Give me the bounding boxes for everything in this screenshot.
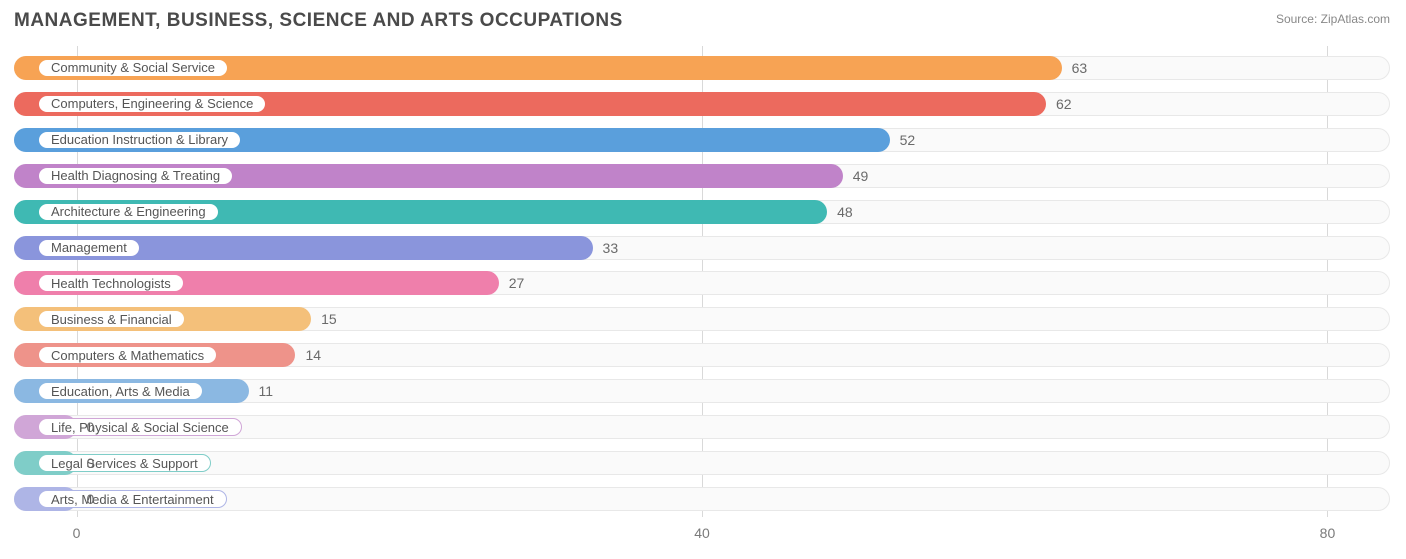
bar-row: Architecture & Engineering 48: [14, 198, 1390, 226]
bar-row: Community & Social Service 63: [14, 54, 1390, 82]
bar-value-label: 0: [87, 454, 95, 472]
bar-label-pill: Management: [38, 239, 140, 257]
bar-value-label: 33: [603, 239, 619, 257]
bar-value-label: 14: [305, 346, 321, 364]
bar-row: Computers, Engineering & Science 62: [14, 90, 1390, 118]
bar-row: Computers & Mathematics 14: [14, 341, 1390, 369]
bar-label-pill: Architecture & Engineering: [38, 203, 219, 221]
bars-container: Community & Social Service 63 Computers, E…: [14, 50, 1390, 517]
bar-row: Health Technologists 27: [14, 269, 1390, 297]
bar-value-label: 11: [259, 382, 274, 400]
bar-value-label: 48: [837, 203, 853, 221]
source-attribution: Source: ZipAtlas.com: [1276, 12, 1390, 26]
bar-row: Health Diagnosing & Treating 49: [14, 162, 1390, 190]
x-tick-label: 0: [73, 525, 81, 541]
bar-value-label: 0: [87, 418, 95, 436]
bar-track: [14, 451, 1390, 475]
x-tick-label: 40: [694, 525, 710, 541]
bar-row: Life, Physical & Social Science0: [14, 413, 1390, 441]
bar-label-pill: Computers, Engineering & Science: [38, 95, 266, 113]
bar-row: Business & Financial 15: [14, 305, 1390, 333]
bar-label-pill: Computers & Mathematics: [38, 346, 217, 364]
bar-value-label: 49: [853, 167, 869, 185]
bar-row: Legal Services & Support0: [14, 449, 1390, 477]
bar-label-pill: Community & Social Service: [38, 59, 228, 77]
bar-label-pill: Health Technologists: [38, 274, 184, 292]
bar-label-pill: Life, Physical & Social Science: [38, 418, 242, 436]
bar-label-pill: Health Diagnosing & Treating: [38, 167, 233, 185]
bar-row: Education, Arts & Media 11: [14, 377, 1390, 405]
bar-label-pill: Education, Arts & Media: [38, 382, 203, 400]
bar-value-label: 0: [87, 490, 95, 508]
bar-label-pill: Education Instruction & Library: [38, 131, 241, 149]
bar-row: Management 33: [14, 234, 1390, 262]
bar-value-label: 15: [321, 310, 337, 328]
chart-title: MANAGEMENT, BUSINESS, SCIENCE AND ARTS O…: [14, 10, 623, 32]
bar-value-label: 62: [1056, 95, 1072, 113]
x-tick-label: 80: [1320, 525, 1336, 541]
bar-label-pill: Business & Financial: [38, 310, 185, 328]
bar-row: Arts, Media & Entertainment0: [14, 485, 1390, 513]
bar-value-label: 27: [509, 274, 525, 292]
bar-row: Education Instruction & Library 52: [14, 126, 1390, 154]
bar-label-pill: Legal Services & Support: [38, 454, 211, 472]
bar-label-pill: Arts, Media & Entertainment: [38, 490, 227, 508]
bar-value-label: 52: [900, 131, 916, 149]
chart-area: 0 40 80 Community & Social Service 63 Comput…: [14, 46, 1390, 543]
bar-value-label: 63: [1072, 59, 1088, 77]
